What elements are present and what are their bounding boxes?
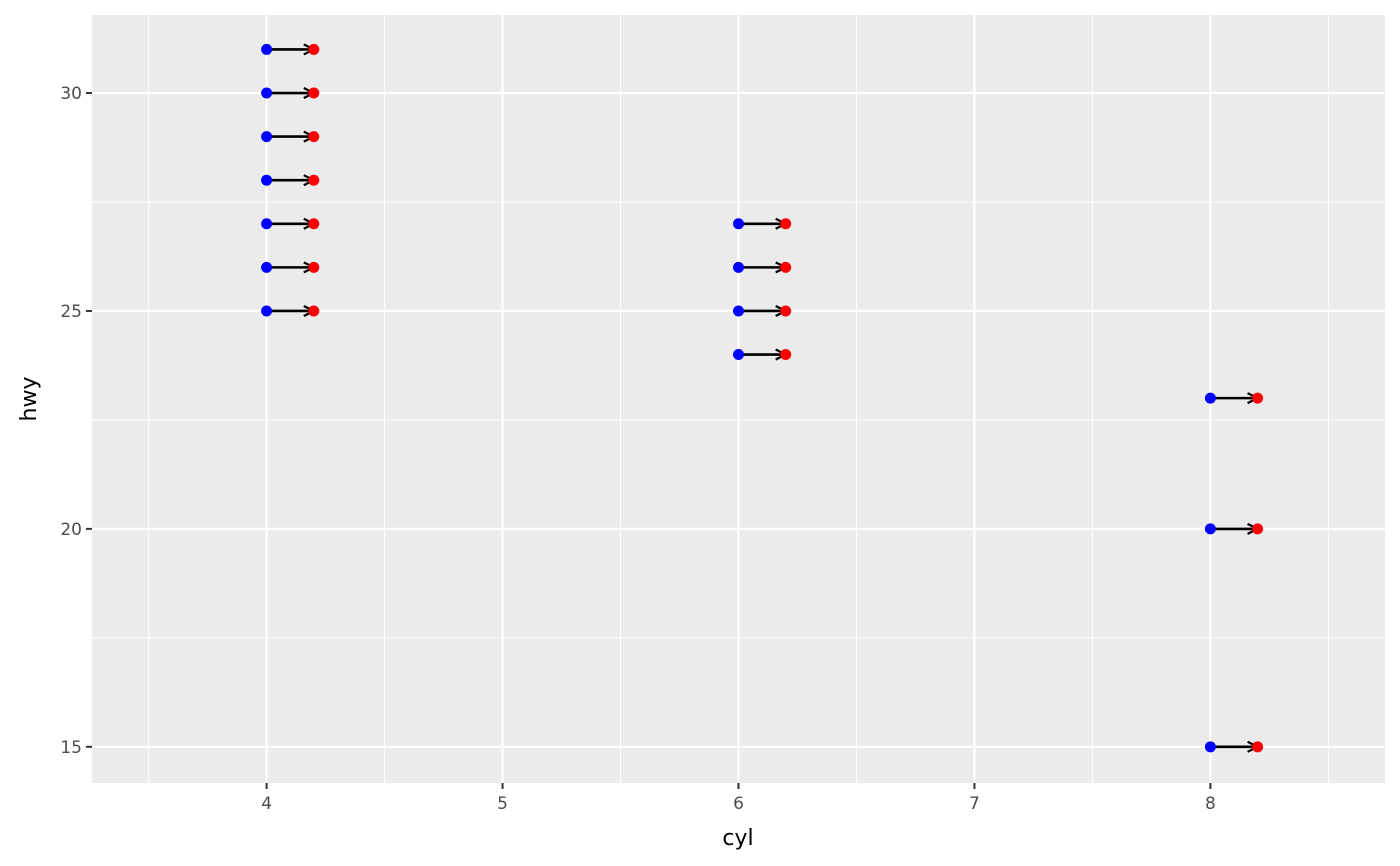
start-point (261, 174, 273, 186)
x-tick-label: 4 (261, 794, 272, 814)
start-point (733, 305, 744, 317)
end-point (308, 174, 320, 186)
end-point (308, 261, 320, 273)
start-point (261, 261, 273, 273)
start-point (261, 305, 273, 317)
x-tick-label: 7 (969, 794, 980, 814)
start-point (1204, 523, 1216, 535)
end-point (1252, 741, 1264, 753)
end-point (308, 305, 320, 317)
x-tick-label: 8 (1205, 794, 1216, 814)
start-point (733, 218, 744, 230)
start-point (1204, 741, 1216, 753)
end-point (1252, 392, 1264, 404)
x-axis-title: cyl (722, 826, 753, 851)
start-point (261, 87, 273, 99)
end-point (308, 218, 320, 230)
start-point (1204, 392, 1216, 404)
y-tick-label: 30 (60, 84, 82, 104)
end-point (308, 43, 320, 55)
end-point (308, 131, 320, 143)
y-axis-title: hwy (17, 377, 42, 422)
end-point (308, 87, 320, 99)
y-tick-label: 20 (60, 520, 82, 540)
end-point (780, 349, 792, 361)
start-point (733, 261, 744, 273)
start-point (733, 349, 744, 361)
end-point (780, 305, 792, 317)
end-point (780, 261, 792, 273)
end-point (780, 218, 792, 230)
x-tick-label: 5 (497, 794, 508, 814)
y-tick-label: 25 (60, 302, 82, 322)
x-tick-label: 6 (733, 794, 744, 814)
start-point (261, 218, 273, 230)
start-point (261, 43, 273, 55)
start-point (261, 131, 273, 143)
y-tick-label: 15 (60, 738, 82, 758)
end-point (1252, 523, 1264, 535)
